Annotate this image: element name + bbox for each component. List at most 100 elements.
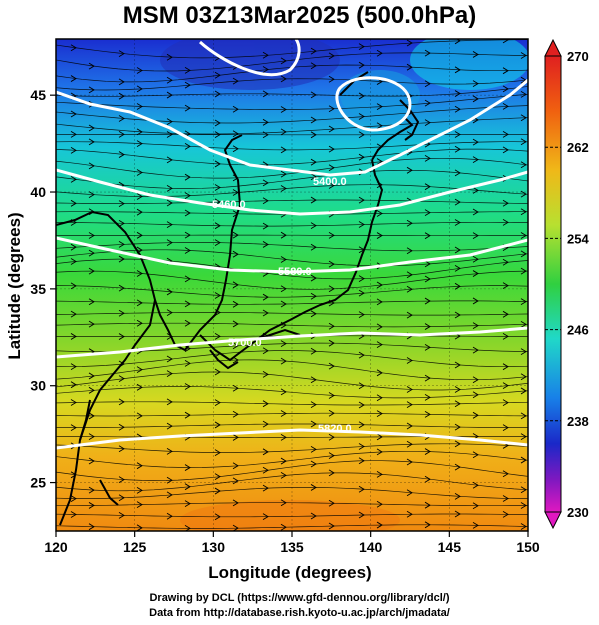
wind-arrow [232,130,239,138]
wind-arrow [406,311,413,319]
wind-arrow [376,341,383,349]
coastlines [56,71,420,526]
wind-arrow [358,443,365,450]
wind-arrow [406,458,413,466]
wind-arrow [406,63,413,71]
wind-arrow [70,258,77,265]
wind-arrow [214,421,221,429]
x-tick-label: 140 [359,539,383,555]
wind-arrow [358,221,365,228]
wind-arrow [70,399,77,406]
wind-arrow [472,156,479,164]
wind-arrow [376,394,383,402]
wind-arrow [424,501,431,509]
height-contours [56,39,528,450]
wind-arrow [70,511,77,518]
wind-arrow [520,161,527,169]
wind-arrow [118,200,125,207]
streamline [56,371,528,391]
wind-arrow [454,198,461,206]
wind-arrow [502,282,509,290]
wind-arrow [118,494,125,502]
wind-arrow [70,310,77,318]
wind-arrow [184,81,191,89]
wind-arrow [502,103,509,110]
wind-arrow [358,351,365,359]
wind-arrow [454,90,461,97]
wind-arrow [118,219,125,227]
wind-arrow [502,399,509,407]
wind-arrow [310,173,317,181]
wind-arrow [280,472,287,479]
wind-arrow [520,387,527,395]
wind-arrow [232,434,239,441]
wind-arrow [376,122,383,130]
map-title: MSM 03Z13Mar2025 (500.0hPa) [122,2,477,29]
wind-arrow [214,487,221,495]
wind-arrow [310,274,317,282]
wind-arrow [88,267,95,275]
streamline [56,148,528,166]
colorbar-tick-label: 230 [567,505,589,520]
streamline [56,258,528,280]
wind-arrow [358,511,365,519]
wind-arrow [232,105,239,113]
wind-arrow [520,373,527,381]
x-axis: 120 125 130 135 140 145 150 [44,531,540,555]
wind-arrow [358,43,365,51]
wind-arrow [310,512,317,520]
wind-arrow [454,131,461,138]
wind-arrow [376,500,383,508]
wind-arrow [262,371,269,378]
wind-arrow [232,524,239,531]
wind-arrow [184,67,191,74]
wind-arrow [424,275,431,283]
wind-arrow [472,391,479,399]
wind-arrow [424,521,431,529]
streamline [56,105,528,124]
wind-arrow [376,49,383,57]
wind-arrow [262,420,269,428]
streamline [56,513,528,518]
wind-arrow [262,197,269,205]
wind-arrow [424,209,431,217]
wind-arrow [88,372,95,380]
x-tick-label: 150 [516,539,540,555]
wind-arrow [232,250,239,258]
wind-arrow [280,106,287,113]
wind-arrow [310,376,317,384]
wind-arrow [472,255,479,263]
x-tick-label: 135 [280,539,304,555]
wind-arrow [280,340,287,347]
wind-arrow [232,281,239,289]
wind-arrow [118,423,125,431]
wind-arrow [358,485,365,493]
wind-arrow [520,250,527,258]
wind-arrow [328,231,335,239]
wind-arrow [214,399,221,407]
wind-arrow [166,118,173,126]
wind-arrow [328,499,335,507]
wind-arrow [472,502,479,510]
wind-arrow [406,510,413,518]
wind-arrow [136,128,143,136]
wind-arrow [328,164,335,172]
wind-arrow [328,433,335,441]
wind-arrow [88,486,95,494]
wind-arrow [136,462,143,470]
wind-arrow [502,363,509,371]
wind-arrow [184,173,191,181]
wind-arrow [214,222,221,230]
wind-arrow [262,90,269,98]
wind-arrow [166,355,173,363]
wind-arrow [136,85,143,93]
wind-arrow [280,75,287,83]
streamline [56,401,528,406]
wind-arrow [70,363,77,370]
wind-arrow [214,71,221,79]
wind-arrow [472,411,479,419]
wind-arrow [520,320,527,328]
wind-arrow [358,289,365,297]
wind-arrow [166,184,173,192]
wind-arrow [310,196,317,204]
